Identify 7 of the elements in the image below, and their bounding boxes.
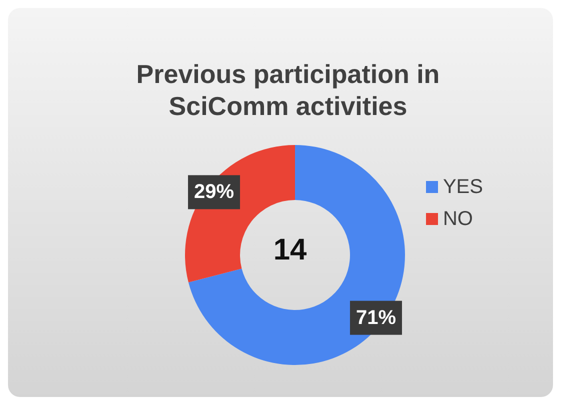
legend-label: YES	[442, 174, 483, 200]
text: 14	[273, 234, 307, 266]
donut-slice	[188, 145, 405, 365]
data-label: 71%	[356, 306, 396, 329]
legend-label: NO	[442, 206, 473, 232]
chart-title: Previous participation in SciComm activities	[135, 58, 441, 122]
data-label: 29%	[194, 181, 234, 204]
